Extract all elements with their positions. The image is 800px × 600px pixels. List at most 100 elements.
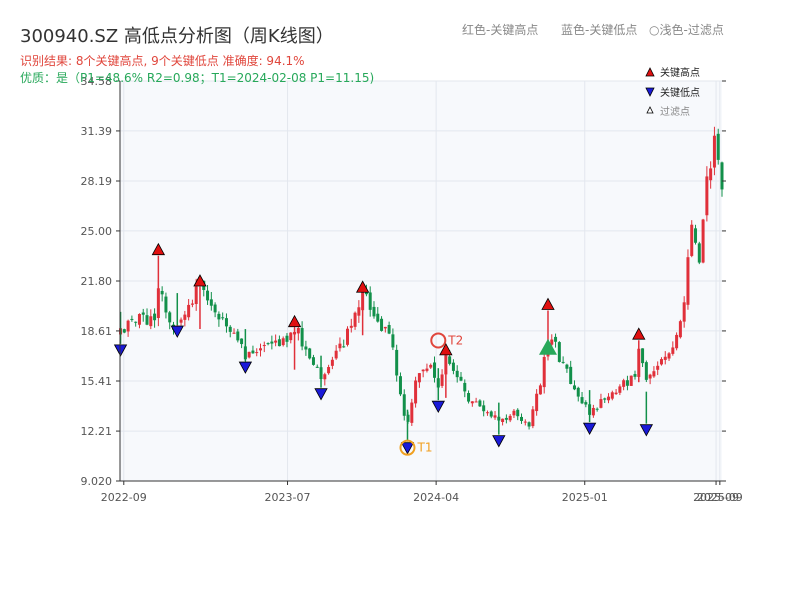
candle-body xyxy=(311,357,315,365)
key-low-marker xyxy=(314,388,328,401)
candle-body xyxy=(149,316,153,327)
candle-body xyxy=(440,374,444,386)
key-low-marker xyxy=(639,424,654,437)
key-high-marker xyxy=(287,314,302,328)
key-high-marker xyxy=(632,327,646,340)
candle-body xyxy=(531,409,535,427)
annotations: T1 T2 xyxy=(399,332,463,456)
candle-body xyxy=(130,318,134,320)
y-tick-label: 25.00 xyxy=(81,225,113,238)
candle-body xyxy=(561,361,565,363)
header-legend-filter: ○浅色-过滤点 xyxy=(649,21,724,38)
candle-body xyxy=(716,133,720,160)
candle-body xyxy=(485,412,489,414)
candle-body xyxy=(255,352,259,354)
candle-body xyxy=(580,397,584,404)
candle-body xyxy=(421,369,425,372)
candle-body xyxy=(599,399,603,408)
candle-body xyxy=(701,219,705,263)
candle-body xyxy=(168,312,172,323)
key-low-marker xyxy=(431,400,445,414)
candle-body xyxy=(296,327,300,334)
candle-body xyxy=(194,286,198,305)
candle-body xyxy=(327,367,331,374)
candle-body xyxy=(391,334,395,348)
candle-body xyxy=(315,366,319,368)
candle-body xyxy=(183,314,187,320)
candle-body xyxy=(459,376,463,381)
candle-body xyxy=(644,362,648,380)
candle-body xyxy=(584,402,588,405)
y-tick-label: 12.21 xyxy=(81,425,113,438)
candle-body xyxy=(591,407,595,416)
axes: 9.020 12.21 15.41 18.61 21.80 25.00 28.19 31.39… xyxy=(81,75,743,504)
candle-body xyxy=(304,346,308,350)
candle-body xyxy=(648,374,652,379)
key-low-marker xyxy=(113,344,128,357)
candle-body xyxy=(160,290,164,295)
key-high-marker xyxy=(355,280,370,293)
candle-body xyxy=(387,325,391,334)
candle-body xyxy=(690,224,694,256)
key-low-marker xyxy=(492,435,506,448)
candle-body xyxy=(349,325,353,328)
candle-body xyxy=(667,353,671,359)
candle-body xyxy=(554,336,558,342)
filter-circle-icon: ○ xyxy=(649,23,660,37)
candle-body xyxy=(607,396,611,401)
candle-body xyxy=(270,341,274,344)
candle-body xyxy=(686,257,690,305)
candle-body xyxy=(542,356,546,388)
grid xyxy=(120,80,722,482)
candle-body xyxy=(482,405,486,412)
candle-body xyxy=(474,401,478,403)
candle-body xyxy=(190,303,194,305)
candle-body xyxy=(145,315,149,325)
candle-body xyxy=(625,380,629,386)
candle-body xyxy=(417,373,421,383)
candle-body xyxy=(470,401,474,404)
candle-body xyxy=(478,400,482,407)
candle-body xyxy=(512,410,516,416)
key-high-marker xyxy=(151,242,166,256)
candle-body xyxy=(663,356,667,360)
candle-body xyxy=(251,350,255,354)
candle-body xyxy=(334,350,338,359)
annotation-label: T2 xyxy=(447,333,463,347)
candle-body xyxy=(137,314,141,325)
candle-body xyxy=(330,359,334,366)
x-tick-label: 2025-09 xyxy=(693,491,739,504)
annotation-circle xyxy=(430,332,447,349)
candle-body xyxy=(467,393,471,402)
y-tick-label: 18.61 xyxy=(81,325,113,338)
candle-body xyxy=(308,348,312,359)
candle-body xyxy=(323,374,327,380)
x-tick-label: 2023-07 xyxy=(265,491,311,504)
candle-body xyxy=(516,409,520,417)
candle-body xyxy=(414,380,418,404)
candle-body xyxy=(402,394,406,416)
candle-body xyxy=(455,370,459,378)
candle-body xyxy=(410,402,414,423)
candle-body xyxy=(595,408,599,410)
candle-body xyxy=(712,135,716,168)
candle-body xyxy=(228,326,232,332)
candle-body xyxy=(523,421,527,423)
candle-body xyxy=(425,368,429,371)
green-marker xyxy=(538,338,557,355)
candle-body xyxy=(346,328,350,345)
x-tick-label: 2024-04 xyxy=(413,491,459,504)
candle-body xyxy=(678,321,682,338)
candle-body xyxy=(380,318,384,331)
legend-high-label: 关键高点 xyxy=(660,66,700,79)
candle-body xyxy=(448,356,452,364)
candle-body xyxy=(398,376,402,395)
x-tick-label: 2025-01 xyxy=(562,491,608,504)
candle-body xyxy=(281,338,285,346)
candle-body xyxy=(395,349,399,376)
candle-body xyxy=(224,318,228,327)
key-low-marker xyxy=(238,361,253,374)
candle-body xyxy=(550,339,554,345)
candle-body xyxy=(236,331,240,341)
